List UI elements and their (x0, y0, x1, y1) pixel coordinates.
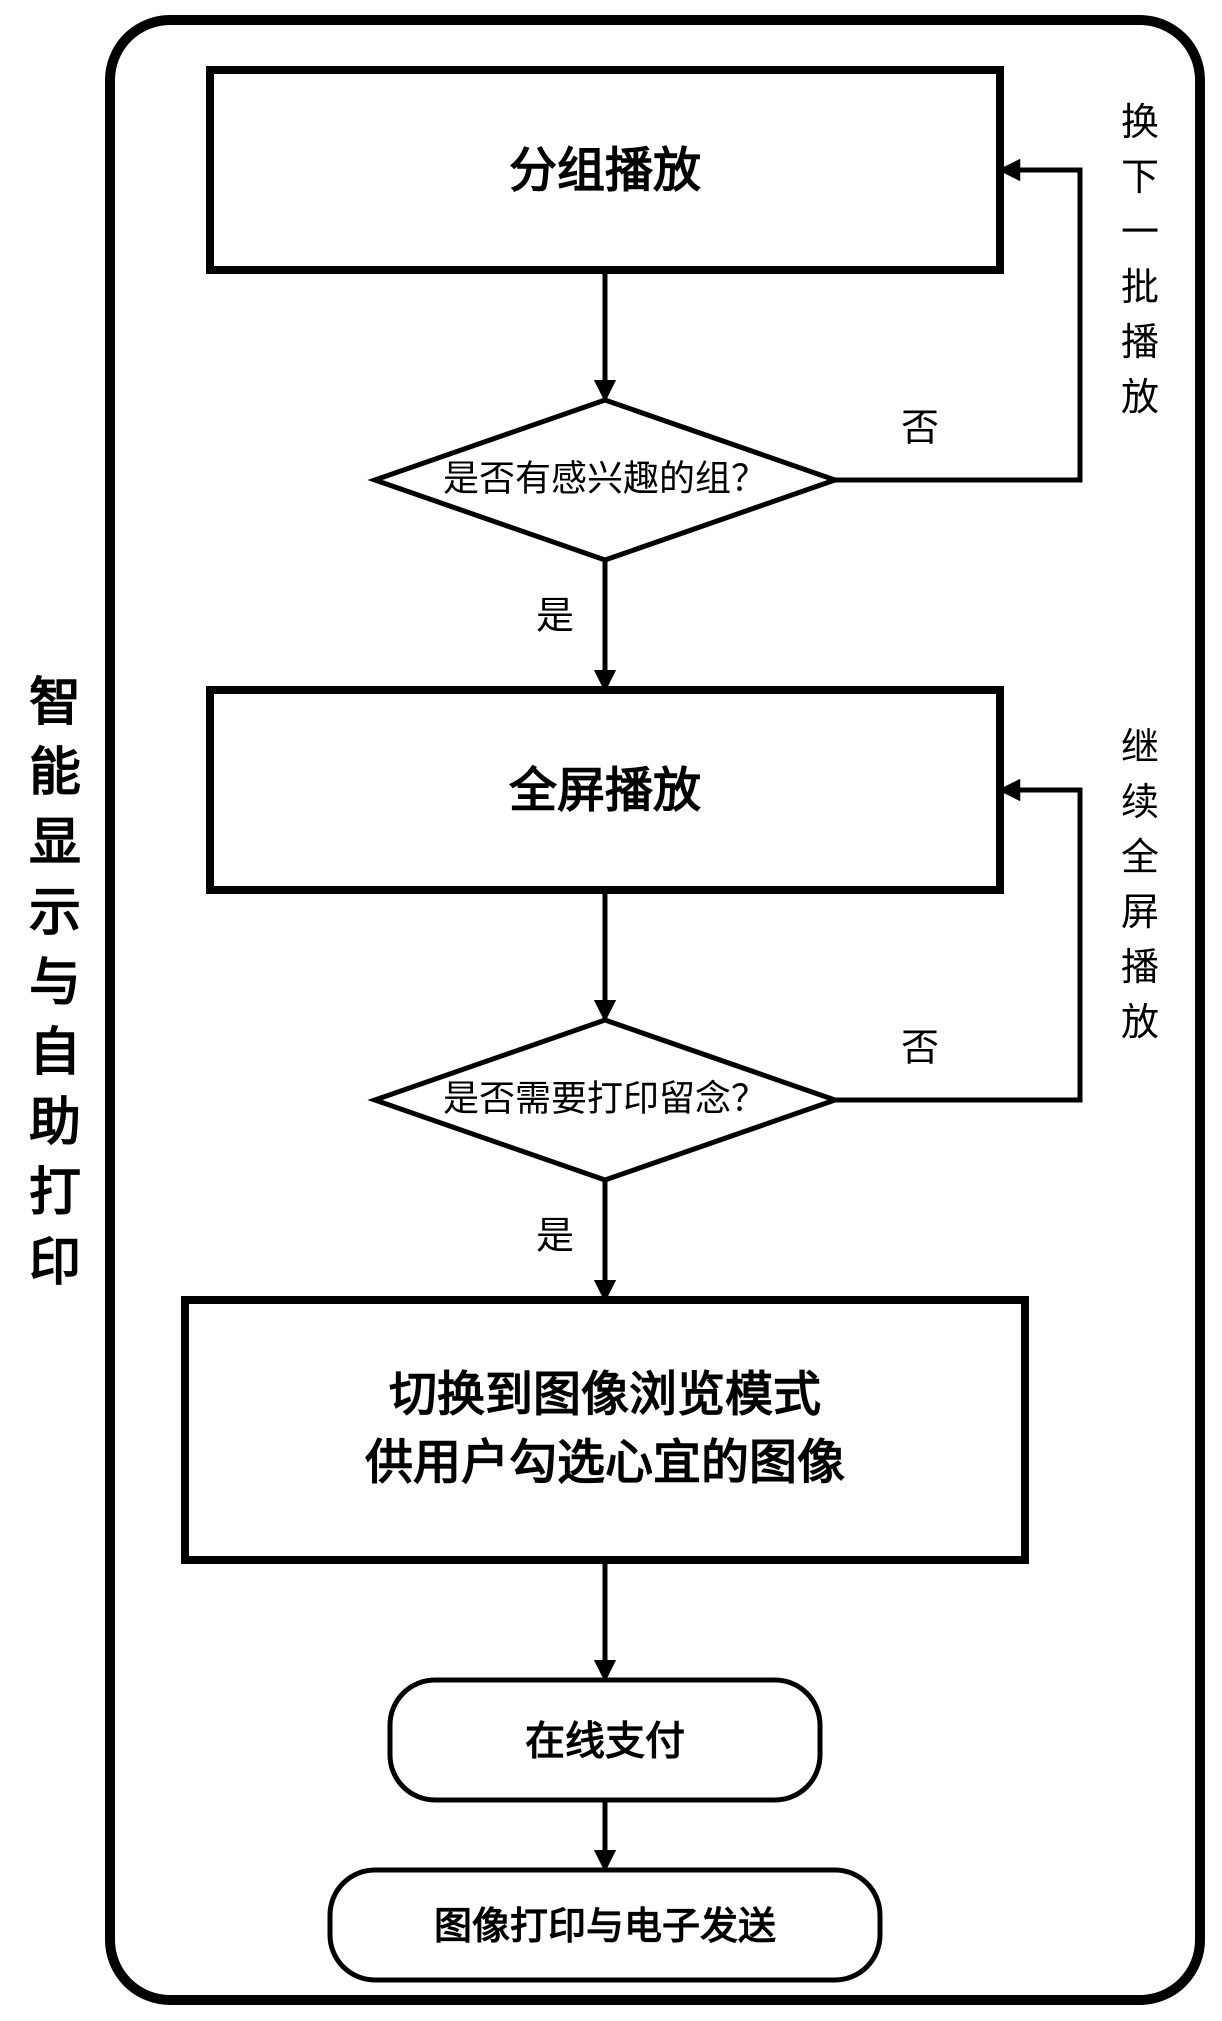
label-decision-2: 是否需要打印留念？ (443, 1078, 767, 1118)
branch-dec2_yes: 是 (536, 1216, 574, 1258)
label-pay: 在线支付 (525, 1720, 685, 1764)
loop-1-label-char: 换 (1121, 102, 1159, 144)
title-char: 助 (29, 1094, 81, 1152)
branch-dec1_no: 否 (901, 408, 939, 450)
title-char: 与 (29, 954, 81, 1012)
loop-1-label-char: 播 (1121, 322, 1159, 364)
loop-2-label-char: 全 (1121, 837, 1159, 879)
title-char: 智 (29, 674, 81, 732)
loop-1-label-char: 放 (1121, 377, 1159, 419)
loop-2-label-char: 续 (1121, 782, 1159, 824)
label-decision-1: 是否有感兴趣的组？ (443, 458, 767, 498)
loop-1-label-char: 下 (1121, 157, 1159, 199)
label-browse-line2: 供用户勾选心宜的图像 (365, 1437, 845, 1490)
title-char: 打 (29, 1164, 81, 1222)
title-char: 自 (29, 1024, 81, 1082)
title-char: 能 (29, 744, 81, 802)
title-char: 显 (29, 814, 81, 872)
loop-2-label-char: 播 (1121, 947, 1159, 989)
title-char: 印 (29, 1234, 81, 1292)
branch-dec1_yes: 是 (536, 596, 574, 638)
title-char: 示 (29, 884, 81, 942)
label-browse-line1: 切换到图像浏览模式 (389, 1369, 821, 1422)
loop-2-label-char: 放 (1121, 1002, 1159, 1044)
label-print: 图像打印与电子发送 (434, 1906, 776, 1948)
loop-2-label-char: 继 (1121, 727, 1159, 769)
label-group-play: 分组播放 (509, 145, 701, 198)
loop-2-label-char: 屏 (1121, 892, 1159, 934)
label-fullscreen: 全屏播放 (508, 764, 701, 818)
loop-1-label-char: 批 (1121, 267, 1159, 309)
node-browse (185, 1300, 1025, 1560)
branch-dec2_no: 否 (901, 1028, 939, 1070)
loop-1-label-char: 一 (1121, 212, 1159, 254)
